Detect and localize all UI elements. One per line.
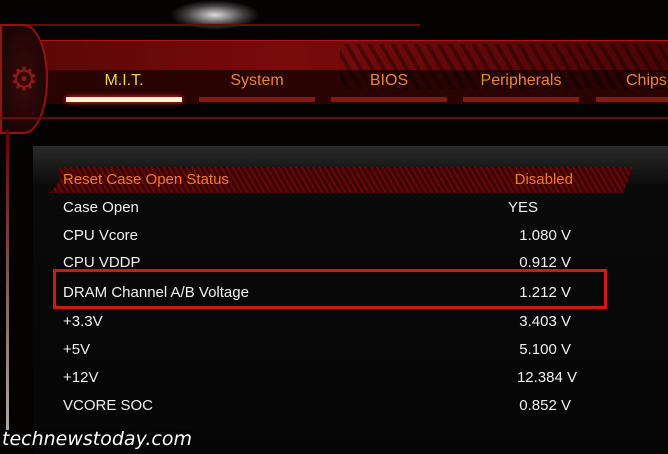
setting-row: CPU VDDP 0.912 V xyxy=(63,250,583,276)
setting-label: Case Open xyxy=(63,199,139,216)
header-stripes xyxy=(340,44,668,89)
setting-value: 1.212 V xyxy=(519,284,571,301)
tab-chipset[interactable]: Chips xyxy=(626,72,667,89)
setting-row: +3.3V 3.403 V xyxy=(63,309,583,335)
header-band xyxy=(30,40,668,70)
highlight-box xyxy=(53,269,607,309)
setting-row-reset-case-open[interactable]: Reset Case Open Status Disabled xyxy=(50,167,633,193)
tab-indicator xyxy=(199,97,315,102)
setting-row: +12V 12.384 V xyxy=(63,365,583,391)
setting-value: 3.403 V xyxy=(519,313,571,330)
setting-value: 0.852 V xyxy=(519,397,571,414)
tab-indicator-active xyxy=(66,97,182,102)
decor-line xyxy=(20,24,420,26)
setting-label: CPU Vcore xyxy=(63,227,139,244)
setting-label: +12V xyxy=(63,369,99,386)
setting-label: +5V xyxy=(63,341,91,358)
tab-bios[interactable]: BIOS xyxy=(369,72,409,89)
setting-label: +3.3V xyxy=(63,313,103,330)
setting-value: 0.912 V xyxy=(519,254,571,271)
watermark: technewstoday.com xyxy=(2,428,192,450)
tab-indicator xyxy=(596,97,668,102)
setting-row-dram-voltage: DRAM Channel A/B Voltage 1.212 V xyxy=(63,280,583,306)
setting-value: 1.080 V xyxy=(519,227,571,244)
setting-label: DRAM Channel A/B Voltage xyxy=(63,284,249,301)
setting-label: Reset Case Open Status xyxy=(63,171,229,188)
frame-line xyxy=(0,117,668,119)
setting-label: VCORE SOC xyxy=(63,397,154,414)
frame-side xyxy=(6,130,9,430)
tab-system[interactable]: System xyxy=(230,72,284,89)
setting-value[interactable]: Disabled xyxy=(514,171,573,188)
tab-mit[interactable]: M.I.T. xyxy=(104,72,144,89)
setting-value: 5.100 V xyxy=(519,341,571,358)
tab-indicator xyxy=(463,97,579,102)
tab-indicator xyxy=(331,97,447,102)
setting-value: 12.384 V xyxy=(516,369,577,386)
setting-label: CPU VDDP xyxy=(63,254,141,271)
settings-panel xyxy=(33,146,668,454)
setting-row: CPU Vcore 1.080 V xyxy=(63,223,583,249)
setting-row: +5V 5.100 V xyxy=(63,337,583,363)
setting-value: YES xyxy=(507,199,538,216)
tab-peripherals[interactable]: Peripherals xyxy=(480,72,562,89)
setting-row: VCORE SOC 0.852 V xyxy=(63,393,583,419)
setting-row: Case Open YES xyxy=(63,195,583,221)
gear-icon: ⚙ xyxy=(0,24,48,134)
